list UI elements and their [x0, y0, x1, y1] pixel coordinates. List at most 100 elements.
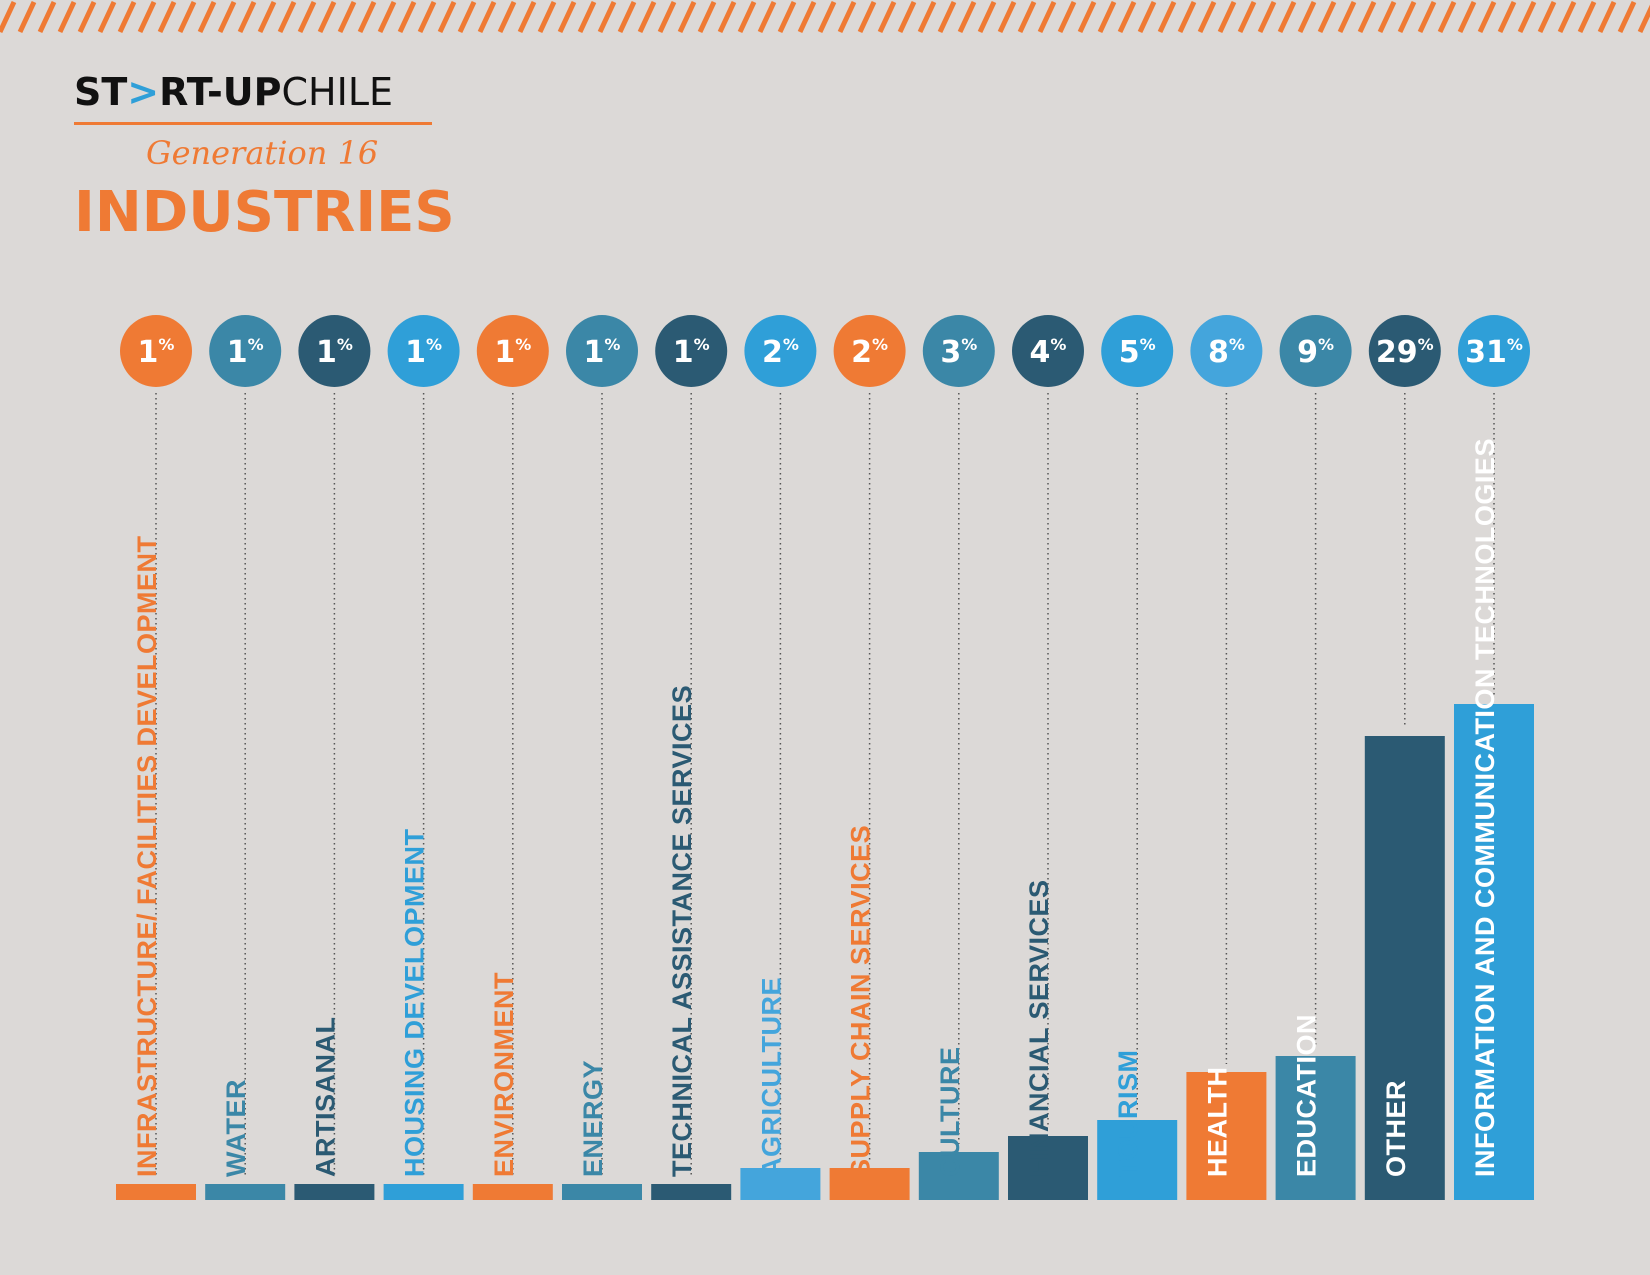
logo-text-start: ST [74, 70, 128, 114]
stripe-mark [937, 0, 957, 34]
logo-text-mid: RT-UP [159, 70, 282, 114]
stripe-mark [1237, 0, 1257, 34]
stripe-mark [1297, 0, 1317, 34]
value-label: 8% [1208, 335, 1245, 370]
value-label: 3% [940, 335, 977, 370]
stripe-mark [17, 0, 37, 34]
stripe-mark [1517, 0, 1537, 34]
stripe-mark [717, 0, 737, 34]
value-label: 9% [1297, 335, 1334, 370]
bar [1364, 736, 1445, 1200]
stripe-mark [537, 0, 557, 34]
stripe-mark [1457, 0, 1477, 34]
value-badge [209, 315, 282, 387]
bar [383, 1184, 464, 1200]
stripe-mark [677, 0, 697, 34]
value-badge [1279, 315, 1352, 387]
stripe-mark [757, 0, 777, 34]
stripe-mark [1617, 0, 1637, 34]
stripe-mark [897, 0, 917, 34]
value-badge [1190, 315, 1263, 387]
value-label: 1% [227, 335, 264, 370]
stripe-mark [257, 0, 277, 34]
category-label: OTHER [1381, 1080, 1411, 1177]
bar [1097, 1120, 1178, 1200]
bar [294, 1184, 375, 1200]
stripe-mark [657, 0, 677, 34]
stripe-mark [337, 0, 357, 34]
stripe-mark [217, 0, 237, 34]
stripe-mark [197, 0, 217, 34]
value-label: 1% [494, 335, 531, 370]
stripe-mark [1057, 0, 1077, 34]
category-label: WATER [221, 1079, 251, 1177]
stripe-mark [1157, 0, 1177, 34]
stripe-mark [417, 0, 437, 34]
stripe-mark [157, 0, 177, 34]
stripe-mark [457, 0, 477, 34]
value-badge [566, 315, 638, 387]
category-label: TECHNICAL ASSISTANCE SERVICES [667, 685, 697, 1177]
stripe-mark [1077, 0, 1097, 34]
stripe-mark [1597, 0, 1617, 34]
stripe-mark [617, 0, 637, 34]
bar [829, 1168, 910, 1200]
stripe-mark [1577, 0, 1597, 34]
startup-chile-logo: ST>RT-UPCHILE [74, 70, 393, 114]
stripe-mark [117, 0, 137, 34]
stripe-mark [857, 0, 877, 34]
value-badge [120, 315, 192, 387]
value-badge [1458, 315, 1530, 387]
category-label: INFORMATION AND COMMUNICATION TECHNOLOGI… [1470, 438, 1500, 1177]
stripe-mark [777, 0, 797, 34]
stripe-mark [1197, 0, 1217, 34]
stripe-mark [237, 0, 257, 34]
stripe-mark [977, 0, 997, 34]
value-label: 2% [762, 335, 799, 370]
stripe-mark [1437, 0, 1457, 34]
bar [472, 1184, 553, 1200]
stripe-mark [377, 0, 397, 34]
stripe-mark [1357, 0, 1377, 34]
stripe-mark [1257, 0, 1277, 34]
bar [562, 1184, 642, 1200]
bar [1454, 704, 1534, 1200]
value-label: 2% [851, 335, 888, 370]
stripe-mark [1557, 0, 1577, 34]
value-badge [1012, 315, 1084, 387]
value-label: 31% [1465, 335, 1523, 370]
stripe-mark [997, 0, 1017, 34]
stripe-mark [1097, 0, 1117, 34]
stripe-mark [597, 0, 617, 34]
stripe-mark [1377, 0, 1397, 34]
bar [205, 1184, 286, 1200]
stripe-mark [877, 0, 897, 34]
stripe-mark [577, 0, 597, 34]
value-label: 1% [316, 335, 353, 370]
stripe-mark [497, 0, 517, 34]
value-label: 5% [1119, 335, 1156, 370]
value-label: 1% [673, 335, 710, 370]
bar [740, 1168, 821, 1200]
value-badge [1368, 315, 1441, 387]
bar [1008, 1136, 1088, 1200]
stripe-mark [477, 0, 497, 34]
bar [116, 1184, 196, 1200]
stripe-mark [1337, 0, 1357, 34]
generation-subtitle: Generation 16 [146, 134, 379, 172]
category-label: ARTISANAL [310, 1017, 340, 1178]
stripe-mark [957, 0, 977, 34]
stripe-mark [817, 0, 837, 34]
stripe-mark [397, 0, 417, 34]
stripe-mark [1497, 0, 1517, 34]
value-badge [833, 315, 906, 387]
value-badge [922, 315, 995, 387]
stripe-mark [317, 0, 337, 34]
value-badge [476, 315, 549, 387]
category-label: HOUSING DEVELOPMENT [400, 828, 430, 1177]
logo-text-end: CHILE [281, 70, 394, 114]
value-label: 1% [405, 335, 442, 370]
stripe-mark [917, 0, 937, 34]
bar [1275, 1056, 1356, 1200]
stripe-mark [697, 0, 717, 34]
